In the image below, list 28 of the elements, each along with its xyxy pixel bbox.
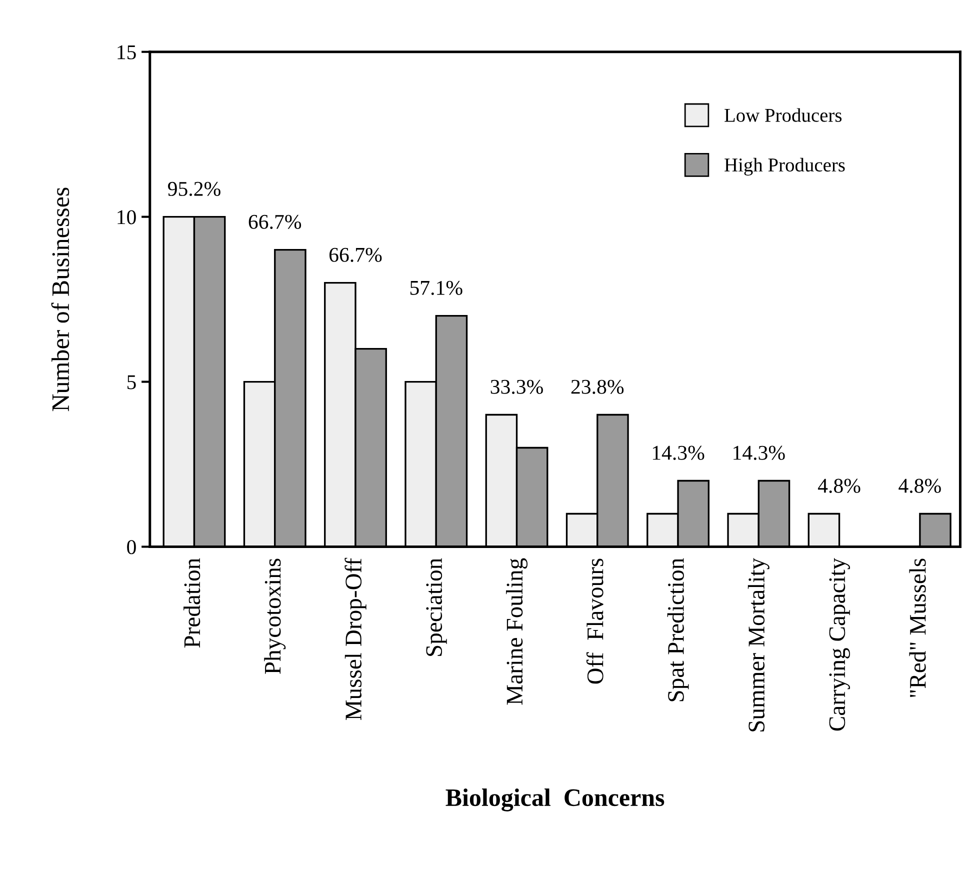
annotation: 66.7% xyxy=(329,248,382,262)
annotation: 33.3% xyxy=(490,380,543,394)
annotation: 4.8% xyxy=(898,478,941,493)
x-tick-label: Carrying Capacity xyxy=(829,558,850,731)
x-tick-label: Off Flavours xyxy=(586,558,604,684)
annotation: 95.2% xyxy=(168,182,220,196)
annotation: 14.3% xyxy=(734,446,785,460)
x-tick-label: Speciation xyxy=(426,558,447,656)
y-tick-label: 5 xyxy=(127,375,136,390)
x-tick-label: Marine Fouling xyxy=(506,558,528,705)
x-tick-label: "Red" Mussels xyxy=(909,558,926,698)
annotation: 23.8% xyxy=(571,380,624,394)
legend-label: Low Producers xyxy=(724,108,842,122)
annotation: 14.3% xyxy=(652,446,704,460)
x-tick-label: Summer Mortality xyxy=(748,558,770,732)
annotation: 66.7% xyxy=(248,214,302,230)
x-tick-label: Phycotoxins xyxy=(264,558,286,674)
annotation: 57.1% xyxy=(410,280,462,295)
x-tick-label: Predation xyxy=(184,558,200,648)
legend-label: High Producers xyxy=(724,158,845,176)
y-axis-title: Number of Businesses xyxy=(51,188,70,412)
y-tick-label: 0 xyxy=(127,540,136,554)
x-tick-label: Mussel Drop-Off xyxy=(344,558,366,720)
x-tick-label: Spat Prediction xyxy=(667,558,689,702)
y-tick-label: 10 xyxy=(118,210,136,224)
y-tick-label: 15 xyxy=(118,45,136,60)
annotation: 4.8% xyxy=(818,478,860,493)
x-axis-title: Biological Concerns xyxy=(446,788,664,812)
